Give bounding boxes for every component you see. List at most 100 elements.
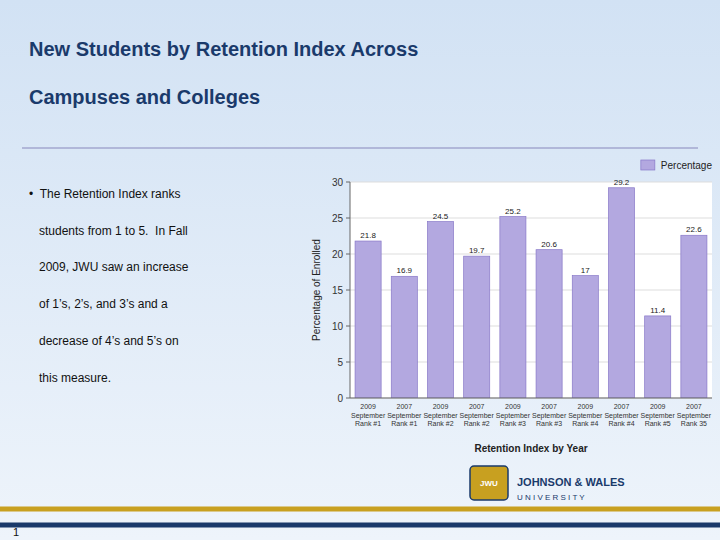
text-line: September: [604, 412, 639, 420]
text-line: • The Retention Index ranks: [29, 187, 180, 201]
text-line: Rank #2: [427, 420, 453, 427]
text-line: 2007: [397, 403, 413, 410]
text-line: 2007: [469, 403, 485, 410]
title: New Students by Retention Index Across Ca…: [29, 38, 418, 108]
brand-subtext: U N I V E R S I T Y: [517, 493, 585, 502]
bar: [536, 250, 562, 398]
x-tick-label: 2009 SeptemberRank #5: [641, 403, 676, 427]
data-label: 19.7: [469, 246, 485, 255]
legend-swatch: [641, 160, 655, 170]
text-line: this measure.: [29, 371, 111, 385]
x-tick-label: 2009SeptemberRank #4: [568, 403, 603, 427]
text-line: September: [641, 412, 676, 420]
text-line: September: [423, 412, 458, 420]
x-tick-label: 2009 SeptemberRank #2: [423, 403, 458, 427]
text-line: 2009: [505, 403, 521, 410]
data-label: 29.2: [614, 178, 630, 187]
shield: [470, 466, 508, 500]
x-axis-line: [350, 398, 712, 399]
text-line: Rank #4: [608, 420, 634, 427]
text-line: Rank #1: [391, 420, 417, 427]
data-label: 25.2: [505, 207, 521, 216]
y-tick: [346, 398, 350, 399]
text-line: Rank #4: [572, 420, 598, 427]
text-line: Rank #3: [536, 420, 562, 427]
text-line: September: [532, 412, 567, 420]
data-label: 11.4: [650, 306, 666, 315]
data-label: 24.5: [433, 212, 449, 221]
data-label: 20.6: [541, 240, 557, 249]
chart: 05101520253021.816.924.519.725.220.61729…: [311, 160, 712, 454]
text-line: 2009: [433, 403, 449, 410]
grid-line: [350, 254, 712, 255]
x-tick-label: 2007 SeptemberRank 35: [677, 403, 712, 427]
y-tick: [346, 182, 350, 183]
slide: New Students by Retention Index Across Ca…: [0, 0, 720, 540]
text-line: September: [460, 412, 495, 420]
x-tick-label: 2007 SeptemberRank #1: [387, 403, 422, 427]
background: [0, 0, 720, 540]
bar: [681, 235, 707, 398]
data-label: 16.9: [397, 266, 413, 275]
x-tick-label: 2009 SeptemberRank #3: [496, 403, 531, 427]
text-line: 2007: [541, 403, 557, 410]
text-line: September: [677, 412, 712, 420]
bar: [500, 217, 526, 398]
legend: Percentage: [641, 160, 713, 171]
y-tick-label: 5: [337, 357, 343, 368]
data-label: 21.8: [360, 231, 376, 240]
text-line: 2009: [360, 403, 376, 410]
bar: [572, 276, 598, 398]
bullet-text: • The Retention Index ranks students fro…: [29, 187, 189, 385]
separator: [22, 147, 698, 148]
text-line: 2009: [650, 403, 666, 410]
footer-stripe: [0, 507, 720, 512]
bar: [464, 256, 490, 398]
text-line: 2009, JWU saw an increase: [29, 260, 189, 274]
bar: [355, 241, 381, 398]
text-line: September: [496, 412, 531, 420]
y-tick: [346, 218, 350, 219]
slide-number: 1: [13, 526, 19, 538]
bar: [645, 316, 671, 398]
bar: [608, 188, 634, 398]
text-line: of 1’s, 2’s, and 3’s and a: [29, 297, 168, 311]
y-tick-label: 20: [332, 249, 344, 260]
y-axis-label: Percentage of Enrolled: [311, 239, 322, 341]
y-tick: [346, 362, 350, 363]
y-tick: [346, 254, 350, 255]
bar: [391, 276, 417, 398]
text-line: 2009: [578, 403, 594, 410]
y-tick-label: 0: [337, 393, 343, 404]
text-line: Campuses and Colleges: [29, 86, 260, 108]
y-tick: [346, 326, 350, 327]
text-line: 2007: [686, 403, 702, 410]
x-tick-label: 2007 SeptemberRank #3: [532, 403, 567, 427]
grid-line: [350, 218, 712, 219]
data-label: 17: [581, 266, 590, 275]
y-tick-label: 15: [332, 285, 344, 296]
text-line: 2007: [614, 403, 630, 410]
text-line: Rank 35: [681, 420, 707, 427]
shield-text: JWU: [480, 479, 498, 488]
text-line: Rank #3: [500, 420, 526, 427]
data-label: 22.6: [686, 225, 702, 234]
footer-stripe: [0, 523, 720, 528]
bar: [427, 222, 453, 398]
text-line: students from 1 to 5. In Fall: [29, 224, 188, 238]
text-line: September: [387, 412, 422, 420]
y-tick-label: 25: [332, 213, 344, 224]
x-axis-label: Retention Index by Year: [474, 443, 587, 454]
text-line: Rank #5: [645, 420, 671, 427]
plot-area: [350, 182, 712, 398]
y-tick: [346, 290, 350, 291]
grid-line: [350, 182, 712, 183]
text-line: New Students by Retention Index Across: [29, 38, 418, 60]
x-tick-label: 2009SeptemberRank #1: [351, 403, 386, 427]
text-line: September: [351, 412, 386, 420]
text-line: Rank #2: [464, 420, 490, 427]
bars: [355, 188, 707, 398]
legend-label: Percentage: [661, 160, 713, 171]
y-tick-label: 10: [332, 321, 344, 332]
x-tick-label: 2007 SeptemberRank #2: [460, 403, 495, 427]
